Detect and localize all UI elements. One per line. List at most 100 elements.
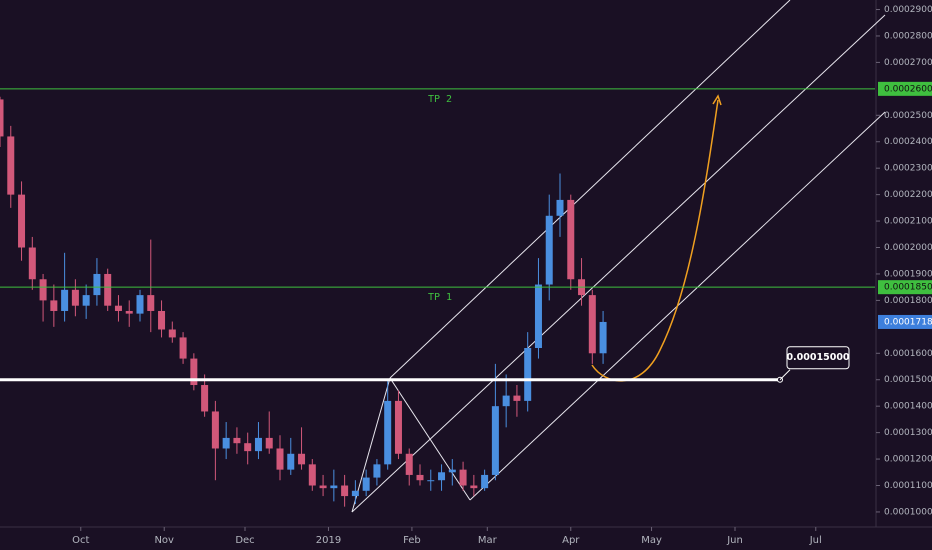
x-tick-label: Dec (235, 535, 254, 546)
callout-pointer (779, 369, 791, 381)
candle-body (556, 199, 564, 216)
candle-body (362, 477, 370, 491)
candle-body (405, 453, 413, 475)
callout-label: 0.00015000 (786, 352, 849, 363)
candle-body (82, 295, 90, 306)
candle-body (158, 310, 166, 330)
candle-body (147, 295, 155, 311)
candle-body (201, 385, 209, 412)
candle-body (18, 194, 26, 248)
candle-body (534, 284, 542, 348)
last-price-badge (878, 314, 932, 329)
candle-body (125, 310, 133, 314)
candle-body (39, 279, 47, 301)
candle-body (71, 289, 79, 306)
projection-arrow (712, 94, 722, 106)
candle-body (524, 348, 532, 401)
candle-body (491, 406, 499, 475)
candle-body (168, 329, 176, 338)
candle-body (481, 474, 489, 489)
x-tick-label: Oct (72, 535, 89, 546)
x-tick-label: Apr (562, 535, 580, 546)
candle-body (93, 273, 101, 296)
candle-body (50, 300, 58, 311)
candle-body (136, 295, 144, 314)
target-name: TP 1 (428, 292, 452, 303)
candle-body (567, 199, 575, 280)
candle-body (28, 247, 36, 280)
candle-body (114, 305, 122, 311)
channel-middle (351, 14, 886, 513)
price-badge (878, 81, 932, 96)
callout-box (786, 346, 850, 370)
candle-body (233, 437, 241, 444)
candle-body (319, 485, 327, 489)
candle-body (513, 395, 521, 401)
candle-body (373, 464, 381, 478)
candles (0, 96, 607, 507)
x-tick-label: Feb (403, 535, 421, 546)
x-tick-label: Mar (478, 535, 498, 546)
candle-body (384, 400, 392, 465)
candle-body (330, 485, 338, 489)
candle-body (470, 485, 478, 489)
candle-body (308, 464, 316, 486)
x-tick-label: 2019 (316, 535, 341, 546)
candle-body (599, 321, 607, 354)
candle-body (61, 289, 69, 311)
target-name: TP 2 (428, 94, 452, 105)
candle-body (244, 443, 252, 452)
candle-body (588, 295, 596, 354)
candle-body (0, 99, 4, 137)
candle-body (104, 273, 112, 306)
candle-body (222, 437, 230, 449)
pitchfork-leg (351, 377, 391, 513)
pitchfork-leg (389, 377, 471, 501)
price-badge-label: 0.00026000 (884, 84, 932, 94)
candle-body (427, 480, 435, 482)
y-tick-label: 0.00015000 (884, 375, 932, 385)
last-price-label: 0.00017185 (884, 317, 932, 327)
y-tick-label: 0.00029000 (884, 5, 932, 15)
candle-body (438, 472, 446, 481)
x-tick-label: Jun (726, 535, 743, 546)
candle-body (179, 337, 187, 359)
candle-body (394, 400, 402, 454)
candle-body (7, 136, 15, 195)
x-tick-label: Jul (809, 535, 822, 546)
candle-body (416, 474, 424, 481)
price-badge (878, 280, 932, 295)
x-tick-label: May (641, 535, 662, 546)
candle-body (502, 395, 510, 407)
candle-body (211, 411, 219, 449)
candle-body (448, 469, 456, 473)
channel-upper (389, 0, 791, 379)
candle-body (190, 358, 198, 386)
candle-body (459, 469, 467, 486)
candle-body (298, 453, 306, 465)
candle-body (265, 437, 273, 449)
candle-body (351, 490, 359, 497)
x-tick-label: Nov (154, 535, 174, 546)
candle-body (341, 485, 349, 497)
candle-body (545, 215, 553, 285)
